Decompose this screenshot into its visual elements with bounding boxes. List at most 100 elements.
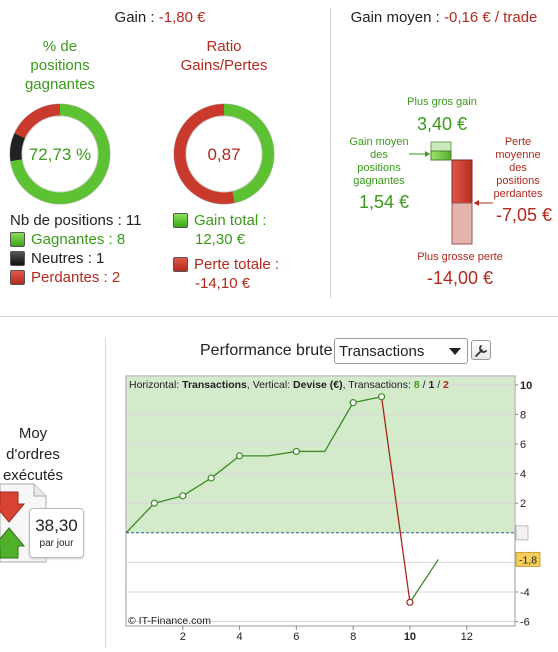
neutres-label: Neutres : 1: [31, 250, 105, 267]
won-arc: [10, 104, 110, 204]
gain-zone: [127, 377, 514, 533]
data-point: [349, 399, 357, 407]
stat-label-line: Gain moyen: [349, 136, 409, 148]
y-tick-label: 6: [520, 439, 526, 451]
plus-gros-gain-bar: [430, 141, 452, 152]
stat-label-line: positions: [357, 162, 401, 174]
plus-grosse-perte-label: Plus grosse perte: [417, 251, 503, 263]
select-value: Transactions: [339, 343, 425, 360]
divider: [105, 338, 106, 648]
pct-title-line: gagnantes: [24, 76, 96, 93]
series-segment: [409, 559, 439, 603]
red-swatch-icon: [10, 270, 25, 285]
gain-moyen-label: Gain moyen :: [350, 9, 440, 26]
gagnantes-label: Gagnantes : 8: [31, 231, 126, 248]
y-tick-label: 4: [520, 469, 526, 481]
ratio-title-line: Gains/Pertes: [180, 57, 268, 74]
transactions-select[interactable]: Transactions: [334, 338, 468, 364]
ordres-label-line: Moy: [18, 425, 48, 442]
stat-label-line: gagnantes: [353, 175, 405, 187]
legend-gagnantes: Gagnantes : 8: [10, 230, 141, 249]
arrow-up-icon: [0, 527, 26, 559]
totals-legend: Gain total : 12,30 € Perte totale : -14,…: [173, 211, 323, 293]
perte-moyenne-label: Perte moyenne des positions perdantes: [487, 136, 549, 201]
pct-title-line: positions: [30, 57, 90, 74]
gain-total-value: 12,30 €: [195, 231, 246, 248]
ordres-value-box: 38,30 par jour: [29, 508, 84, 558]
perte-totale-value: -14,10 €: [195, 275, 251, 292]
perf-label: Performance brute: [200, 342, 333, 359]
gain-loss-bars: [409, 141, 493, 245]
x-tick-label: 2: [180, 631, 186, 643]
gain-arc: [223, 104, 274, 203]
stat-label-line: perdantes: [493, 188, 543, 200]
divider: [0, 316, 558, 317]
stat-label-line: des: [370, 149, 388, 161]
gain-label: Gain :: [114, 9, 155, 26]
green-swatch-icon: [10, 232, 25, 247]
arrow-right-icon: [425, 151, 430, 157]
gain-moyen-pos-value: 1,54 €: [358, 192, 410, 212]
x-tick-label: 6: [293, 631, 299, 643]
pct-positions-value: 72,73 %: [28, 145, 92, 164]
perte-totale-label: Perte totale :: [194, 256, 280, 273]
pct-positions-ring: [9, 103, 111, 205]
zero-badge: [515, 525, 529, 541]
gain-total-row: Gain total :: [173, 211, 323, 230]
chart-header: Horizontal: Transactions, Vertical: Devi…: [129, 379, 449, 391]
plus-grosse-perte-bar: [451, 202, 473, 245]
series-segment: [182, 477, 212, 497]
stat-label-line: moyenne: [495, 149, 541, 161]
wrench-icon: [475, 345, 487, 357]
loss-arc: [174, 104, 235, 204]
gain-moyen-header: Gain moyen : -0,16 € / trade: [330, 9, 558, 26]
gain-total-label: Gain total :: [194, 212, 267, 229]
arrow-left-icon: [474, 200, 479, 206]
plus-gros-gain-value: 3,40 €: [416, 114, 468, 134]
perdantes-label: Perdantes : 2: [31, 269, 121, 286]
divider: [330, 8, 331, 298]
x-tick-label: 10: [404, 631, 416, 643]
stat-label-line: des: [509, 162, 527, 174]
series-segment: [380, 396, 411, 603]
gain-header: Gain : -1,80 €: [0, 9, 320, 26]
y-tick-label: 10: [520, 380, 532, 392]
arrow-down-icon: [0, 491, 26, 523]
black-swatch-icon: [10, 251, 25, 266]
series-segment: [210, 455, 240, 479]
ratio-value: 0,87: [207, 145, 241, 164]
plus-grosse-perte-value: -14,00 €: [426, 268, 494, 288]
red-swatch-icon: [173, 257, 188, 272]
legend-neutres: Neutres : 1: [10, 249, 141, 268]
ring-arcs: [10, 104, 110, 204]
x-tick-label: 12: [461, 631, 473, 643]
ratio-title-line: Ratio: [206, 38, 242, 55]
perte-moyenne-bar: [451, 159, 473, 204]
pct-title-line: % de: [42, 38, 78, 55]
gain-value: -1,80 €: [158, 9, 206, 26]
ratio-ring: [173, 103, 275, 205]
neutral-arc: [10, 133, 26, 162]
lost-arc: [14, 104, 61, 139]
perte-moyenne-value: -7,05 €: [495, 205, 553, 225]
data-point: [179, 492, 187, 500]
positions-legend: Nb de positions : 11 Gagnantes : 8 Neutr…: [10, 211, 141, 287]
data-point: [292, 447, 300, 456]
data-point: [377, 393, 386, 401]
series-segment: [267, 450, 297, 457]
ordres-label-line: d'ordres: [6, 446, 60, 463]
chevron-down-icon: [449, 348, 461, 355]
chart-watermark: © IT-Finance.com: [128, 615, 211, 627]
y-tick-label: 2: [520, 498, 526, 510]
data-point: [150, 499, 158, 507]
green-swatch-icon: [173, 213, 188, 228]
y-tick-label: -4: [520, 587, 530, 599]
y-tick-label: 8: [520, 409, 526, 421]
x-tick-label: 8: [350, 631, 356, 643]
current-value-label: -1,8: [519, 554, 537, 566]
settings-button[interactable]: [471, 340, 491, 360]
y-tick-label: -6: [520, 617, 530, 629]
